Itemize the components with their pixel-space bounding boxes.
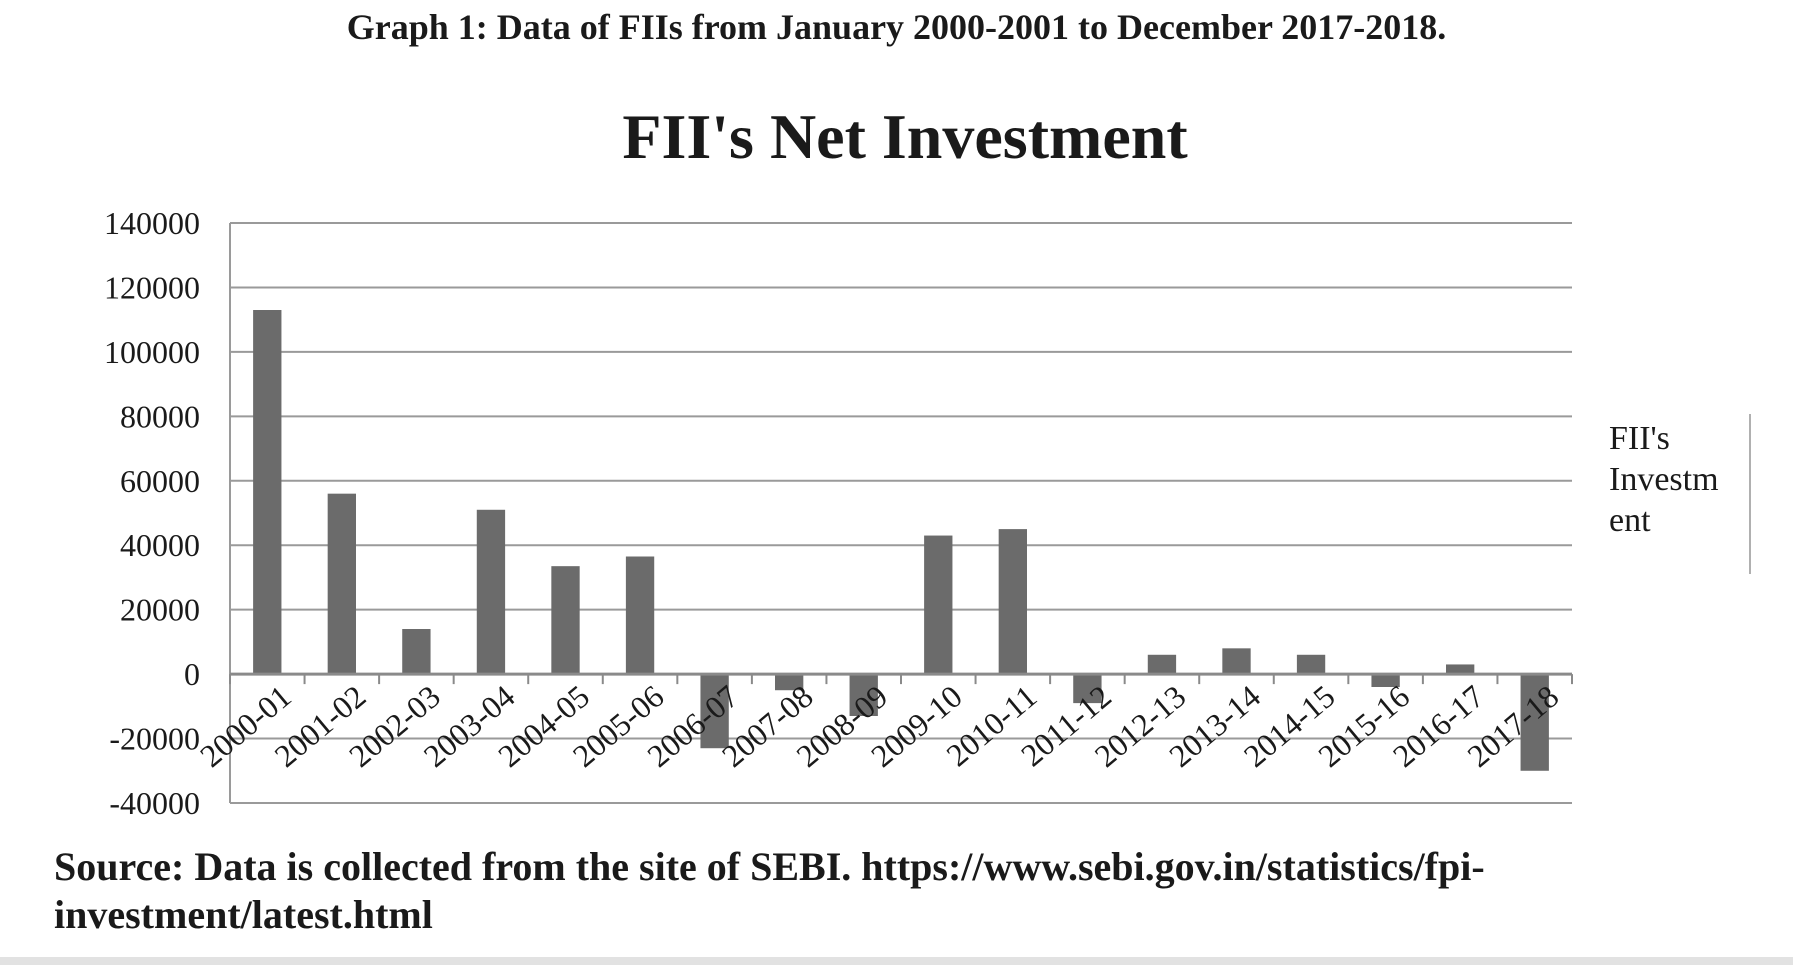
bars xyxy=(253,310,1549,771)
bar-2015-16 xyxy=(1371,674,1400,687)
bar-2004-05 xyxy=(551,566,580,675)
bar-2001-02 xyxy=(327,493,356,675)
y-tick-label: 0 xyxy=(184,656,200,692)
bar-2016-17 xyxy=(1446,664,1475,675)
bar-2014-15 xyxy=(1296,654,1326,675)
chart-title: FII's Net Investment xyxy=(622,101,1188,172)
legend-label: Investm xyxy=(1609,461,1719,498)
y-axis-ticks: 140000 120000 100000 80000 60000 40000 20000 0 -… xyxy=(104,205,200,821)
bar-2011-12 xyxy=(1073,674,1102,704)
bar-2013-14 xyxy=(1222,648,1251,675)
bar-2006-07 xyxy=(700,674,729,749)
y-tick-label: 60000 xyxy=(120,463,200,499)
bar-2007-08 xyxy=(775,674,804,691)
bar-2000-01 xyxy=(253,310,282,675)
y-tick-label: 80000 xyxy=(120,398,200,434)
bar-2005-06 xyxy=(625,556,655,675)
figure-caption: Graph 1: Data of FIIs from January 2000-… xyxy=(346,7,1447,47)
y-tick-label: -20000 xyxy=(109,721,200,757)
bar-2009-10 xyxy=(924,535,953,675)
legend-label: FII's xyxy=(1609,420,1670,457)
legend: FII's Investm ent xyxy=(1609,420,1719,539)
bar-2002-03 xyxy=(402,629,431,675)
y-tick-label: 100000 xyxy=(104,334,200,370)
page-divider xyxy=(0,957,1793,965)
source-note: Source: Data is collected from the site … xyxy=(54,844,1485,937)
bar-2008-09 xyxy=(849,674,878,716)
bar-2003-04 xyxy=(476,509,506,675)
y-tick-label: 20000 xyxy=(120,592,200,628)
bar-2012-13 xyxy=(1147,654,1177,675)
y-tick-label: -40000 xyxy=(109,785,200,821)
x-axis-ticks: 2000-012001-022002-032003-042004-052005-… xyxy=(193,678,1565,774)
legend-label: ent xyxy=(1609,502,1651,539)
y-tick-label: 40000 xyxy=(120,527,200,563)
y-tick-label: 120000 xyxy=(104,269,200,305)
y-tick-label: 140000 xyxy=(104,205,200,241)
x-axis xyxy=(229,672,1573,685)
bar-2017-18 xyxy=(1520,674,1549,771)
bar-2010-11 xyxy=(998,529,1027,675)
